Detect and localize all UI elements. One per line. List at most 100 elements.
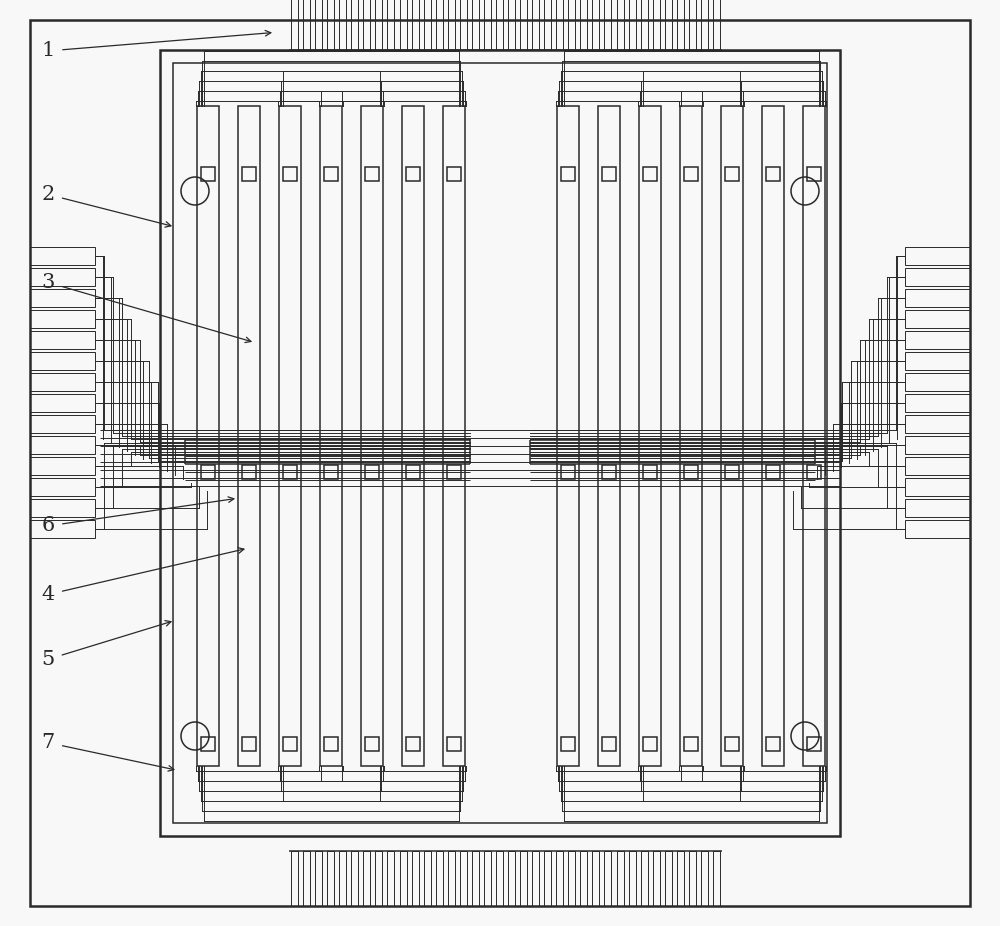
Bar <box>684 167 698 181</box>
Bar <box>447 737 461 751</box>
Bar <box>905 394 970 412</box>
Bar <box>424 851 431 906</box>
Bar <box>680 106 702 766</box>
Bar <box>173 63 827 823</box>
Bar <box>905 457 970 475</box>
Bar <box>766 737 780 751</box>
Bar <box>556 851 563 906</box>
Bar <box>713 0 720 50</box>
Bar <box>30 247 95 265</box>
Bar <box>201 737 215 751</box>
Bar <box>30 268 95 286</box>
Bar <box>905 310 970 328</box>
Bar <box>460 851 467 906</box>
Bar <box>320 106 342 766</box>
Bar <box>406 167 420 181</box>
Bar <box>520 851 527 906</box>
Bar <box>557 106 579 766</box>
Bar <box>365 465 379 479</box>
Bar <box>508 851 515 906</box>
Bar <box>400 851 407 906</box>
Bar <box>807 465 821 479</box>
Bar <box>365 737 379 751</box>
Bar <box>762 106 784 766</box>
Bar <box>689 0 696 50</box>
Bar <box>643 465 657 479</box>
Bar <box>197 106 219 766</box>
Bar <box>602 737 616 751</box>
Bar <box>677 0 684 50</box>
Bar <box>561 737 575 751</box>
Bar <box>725 737 739 751</box>
Bar <box>496 851 503 906</box>
Bar <box>447 167 461 181</box>
Text: 5: 5 <box>41 650 55 669</box>
Bar <box>905 499 970 517</box>
Bar <box>604 851 611 906</box>
Bar <box>677 851 684 906</box>
Bar <box>568 851 575 906</box>
Bar <box>807 167 821 181</box>
Bar <box>303 0 310 50</box>
Bar <box>905 289 970 307</box>
Bar <box>30 310 95 328</box>
Bar <box>766 465 780 479</box>
Bar <box>617 851 624 906</box>
Bar <box>602 167 616 181</box>
Text: 2: 2 <box>41 185 55 204</box>
Bar <box>30 331 95 349</box>
Bar <box>279 106 301 766</box>
Bar <box>653 851 660 906</box>
Bar <box>30 436 95 454</box>
Bar <box>598 106 620 766</box>
Bar <box>406 737 420 751</box>
Bar <box>905 247 970 265</box>
Bar <box>448 0 455 50</box>
Bar <box>602 465 616 479</box>
Bar <box>604 0 611 50</box>
Bar <box>641 0 648 50</box>
Bar <box>532 0 539 50</box>
Bar <box>363 851 370 906</box>
Bar <box>30 394 95 412</box>
Bar <box>653 0 660 50</box>
Bar <box>375 851 382 906</box>
Bar <box>402 106 424 766</box>
Bar <box>291 0 298 50</box>
Bar <box>324 167 338 181</box>
Bar <box>561 167 575 181</box>
Bar <box>701 851 708 906</box>
Bar <box>905 331 970 349</box>
Bar <box>721 106 743 766</box>
Bar <box>905 268 970 286</box>
Bar <box>30 478 95 496</box>
Bar <box>447 465 461 479</box>
Bar <box>238 106 260 766</box>
Bar <box>363 0 370 50</box>
Bar <box>291 851 298 906</box>
Bar <box>556 0 563 50</box>
Bar <box>406 465 420 479</box>
Bar <box>324 465 338 479</box>
Bar <box>351 851 358 906</box>
Bar <box>472 851 479 906</box>
Bar <box>544 0 551 50</box>
Bar <box>30 457 95 475</box>
Bar <box>532 851 539 906</box>
Bar <box>643 737 657 751</box>
Bar <box>242 737 256 751</box>
Bar <box>725 465 739 479</box>
Bar <box>436 0 443 50</box>
Bar <box>327 0 334 50</box>
Bar <box>30 415 95 433</box>
Bar <box>339 851 346 906</box>
Bar <box>905 520 970 538</box>
Bar <box>412 851 419 906</box>
Bar <box>684 737 698 751</box>
Bar <box>30 499 95 517</box>
Bar <box>443 106 465 766</box>
Bar <box>508 0 515 50</box>
Bar <box>30 352 95 370</box>
Bar <box>375 0 382 50</box>
Bar <box>580 0 587 50</box>
